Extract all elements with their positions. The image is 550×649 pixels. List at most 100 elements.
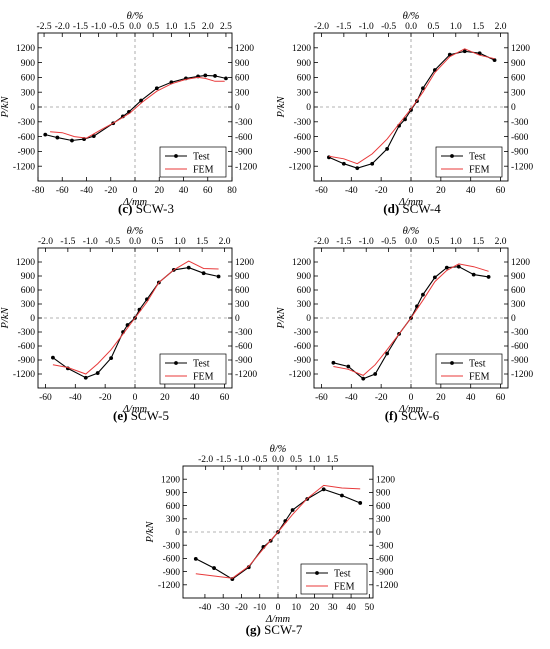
legend-label-fem: FEM bbox=[469, 372, 490, 383]
test-data-point bbox=[462, 49, 467, 54]
top-axis-title: θ/% bbox=[403, 11, 420, 22]
test-data-point bbox=[432, 275, 437, 280]
legend-label-test: Test bbox=[193, 359, 210, 370]
top-tick-label: 1.5 bbox=[326, 455, 338, 465]
y-tick-label-right: -1200 bbox=[235, 162, 257, 172]
test-data-point bbox=[421, 292, 425, 297]
test-data-point bbox=[361, 376, 366, 381]
y-tick-label: 900 bbox=[297, 59, 312, 69]
caption-name: SCW-4 bbox=[399, 201, 441, 216]
test-data-point bbox=[154, 86, 159, 91]
y-tick-label: 1200 bbox=[292, 44, 311, 54]
test-data-point bbox=[373, 372, 378, 376]
x-tick-label: 0 bbox=[133, 393, 138, 403]
test-data-point bbox=[212, 566, 216, 570]
x-tick-label: -20 bbox=[375, 393, 388, 403]
top-axis-title: θ/% bbox=[127, 11, 144, 22]
legend-box bbox=[435, 353, 503, 385]
top-tick-label: -2.0 bbox=[314, 22, 329, 32]
legend-label-test: Test bbox=[469, 152, 486, 163]
y-tick-label-right: 900 bbox=[511, 59, 526, 69]
y-tick-label-right: -600 bbox=[235, 342, 253, 352]
y-tick-label-right: -300 bbox=[511, 328, 529, 338]
caption-letter: (c) bbox=[118, 201, 132, 216]
legend-box bbox=[159, 146, 227, 178]
y-tick-label-right: -300 bbox=[235, 118, 253, 128]
x-tick-label: 60 bbox=[496, 186, 506, 196]
y-tick-label-right: -900 bbox=[511, 148, 529, 158]
y-tick-label: 1200 bbox=[292, 258, 311, 268]
top-tick-label: 0.0 bbox=[129, 237, 141, 247]
series-line-fem bbox=[333, 263, 489, 376]
y-tick-label-right: -600 bbox=[511, 133, 529, 143]
y-tick-label: -300 bbox=[294, 328, 312, 338]
caption-letter: (e) bbox=[113, 408, 127, 423]
y-tick-label: -1200 bbox=[289, 370, 311, 380]
y-tick-label: 900 bbox=[21, 59, 36, 69]
top-axis-title: θ/% bbox=[270, 444, 287, 455]
x-tick-label: -60 bbox=[39, 393, 52, 403]
y-tick-label-right: 0 bbox=[511, 103, 516, 113]
caption-name: SCW-3 bbox=[132, 201, 174, 216]
y-tick-label-right: 600 bbox=[376, 502, 391, 512]
x-axis-title: Δ/mm bbox=[122, 404, 148, 415]
x-tick-label: 0 bbox=[276, 603, 281, 613]
top-tick-label: 0.0 bbox=[272, 455, 284, 465]
y-tick-label-right: -1200 bbox=[511, 162, 533, 172]
y-tick-label: 300 bbox=[297, 300, 312, 310]
y-tick-label-right: 900 bbox=[511, 272, 526, 282]
x-tick-label: 20 bbox=[155, 186, 165, 196]
y-tick-label: 600 bbox=[297, 74, 312, 84]
y-tick-label-right: -900 bbox=[511, 356, 529, 366]
y-tick-label-right: 900 bbox=[235, 59, 250, 69]
top-tick-label: -1.5 bbox=[60, 237, 75, 247]
test-data-point bbox=[139, 98, 143, 103]
y-tick-label: 1200 bbox=[16, 258, 35, 268]
y-tick-label: -900 bbox=[294, 148, 312, 158]
top-tick-label: -1.0 bbox=[234, 455, 249, 465]
y-tick-label: 300 bbox=[21, 300, 36, 310]
x-axis-title: Δ/mm bbox=[122, 197, 148, 208]
y-axis-title: P/kN bbox=[0, 307, 11, 330]
x-axis-title: Δ/mm bbox=[398, 404, 424, 415]
y-tick-label: 900 bbox=[297, 272, 312, 282]
legend-marker bbox=[450, 361, 454, 365]
y-tick-label: 0 bbox=[175, 528, 180, 538]
x-tick-label: 0 bbox=[409, 186, 414, 196]
chart-panel-5: -40 -30 -20 -10 0 10 20 30 40 50 -2.0 -1.5 -1.0 -0.5 0… bbox=[145, 444, 398, 637]
top-tick-label: -1.5 bbox=[336, 22, 351, 32]
top-tick-label: 2.0 bbox=[202, 22, 214, 32]
x-tick-label: -40 bbox=[345, 186, 358, 196]
top-tick-label: 1.5 bbox=[184, 22, 196, 32]
y-tick-label-right: 0 bbox=[511, 314, 516, 324]
top-tick-label: -0.5 bbox=[252, 455, 267, 465]
x-tick-label: -20 bbox=[235, 603, 248, 613]
y-tick-label-right: -900 bbox=[376, 568, 394, 578]
x-tick-label: 60 bbox=[496, 393, 506, 403]
y-axis-title: P/kN bbox=[0, 96, 11, 119]
y-tick-label: 300 bbox=[297, 88, 312, 98]
top-tick-label: -1.0 bbox=[83, 237, 98, 247]
x-tick-label: 0 bbox=[409, 393, 414, 403]
x-tick-label: 0 bbox=[133, 186, 138, 196]
series-line-fem bbox=[328, 48, 495, 165]
y-tick-label-right: 900 bbox=[376, 489, 391, 499]
x-tick-label: -40 bbox=[199, 603, 212, 613]
top-tick-label: 1.5 bbox=[196, 237, 208, 247]
y-tick-label: 600 bbox=[21, 286, 36, 296]
top-axis-title: θ/% bbox=[403, 226, 420, 237]
legend-box bbox=[300, 563, 368, 595]
x-tick-label: 20 bbox=[310, 603, 320, 613]
test-data-point bbox=[471, 272, 476, 277]
y-tick-label: 1200 bbox=[161, 475, 180, 485]
y-tick-label-right: -600 bbox=[235, 133, 253, 143]
top-tick-label: 0.5 bbox=[427, 237, 439, 247]
test-data-point bbox=[358, 501, 363, 505]
y-tick-label: 0 bbox=[30, 103, 35, 113]
x-tick-label: -20 bbox=[375, 186, 388, 196]
top-tick-label: -2.0 bbox=[314, 237, 329, 247]
panel-caption: (g) SCW-7 bbox=[246, 622, 303, 637]
y-tick-label: -600 bbox=[163, 555, 181, 565]
top-tick-label: -0.5 bbox=[381, 22, 396, 32]
y-tick-label: -1200 bbox=[158, 581, 180, 591]
